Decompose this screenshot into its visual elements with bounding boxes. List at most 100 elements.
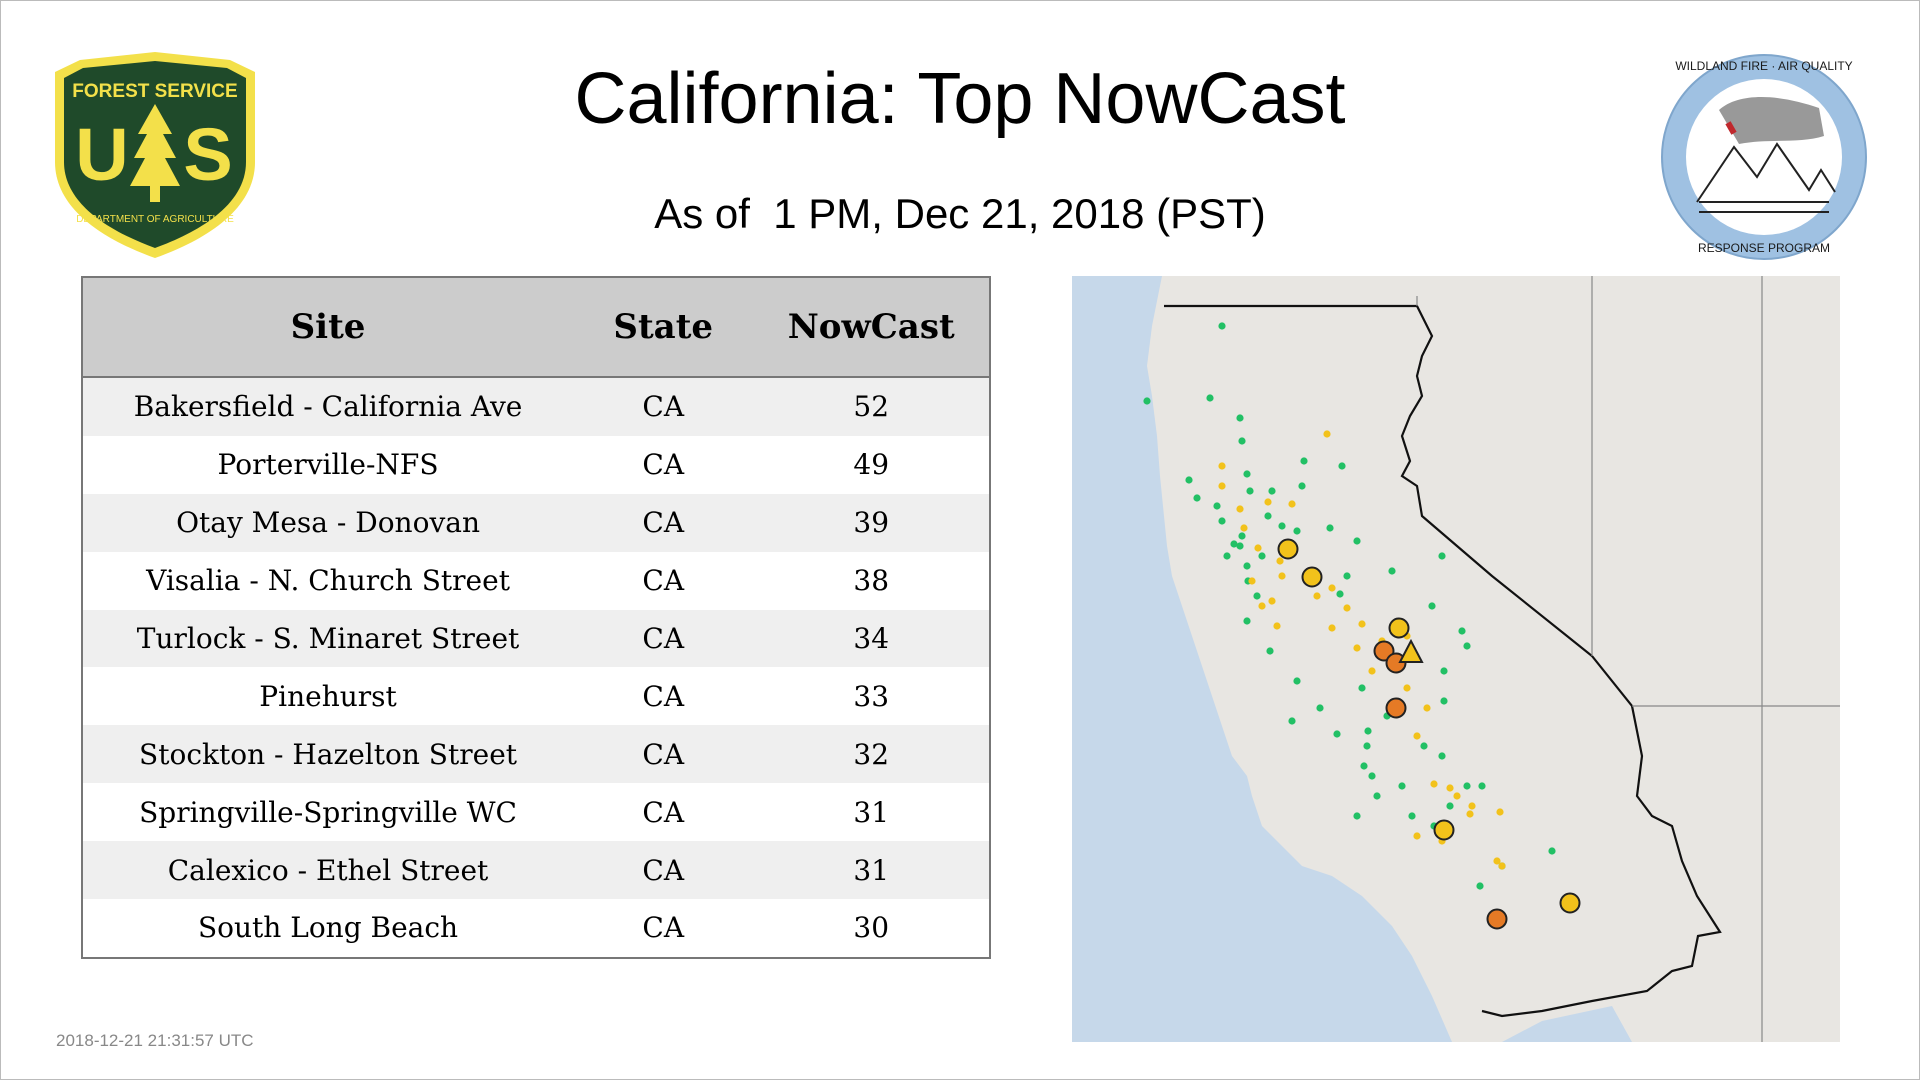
site-marker-good xyxy=(1300,457,1308,465)
table-header-row: Site State NowCast xyxy=(82,277,990,378)
site-marker-good xyxy=(1343,572,1351,580)
cell-site: Turlock - S. Minaret Street xyxy=(82,609,574,668)
site-marker-moderate xyxy=(1313,592,1321,600)
site-marker-good xyxy=(1476,882,1484,890)
site-marker-good xyxy=(1353,812,1361,820)
site-marker-moderate xyxy=(1218,462,1226,470)
forest-service-logo: FOREST SERVICE U S DEPARTMENT OF AGRICUL… xyxy=(50,52,260,260)
cell-site: Pinehurst xyxy=(82,667,574,726)
site-marker-large-usg xyxy=(1385,697,1407,719)
site-marker-moderate xyxy=(1254,544,1262,552)
site-marker-moderate xyxy=(1273,622,1281,630)
site-marker-good xyxy=(1243,470,1251,478)
cell-state: CA xyxy=(573,435,754,494)
cell-site: Otay Mesa - Donovan xyxy=(82,493,574,552)
site-marker-moderate xyxy=(1498,862,1506,870)
state-border xyxy=(1164,304,1722,1018)
site-marker-good xyxy=(1368,772,1376,780)
table-row: Pinehurst CA 33 xyxy=(82,667,990,726)
site-marker-good xyxy=(1253,592,1261,600)
site-marker-good xyxy=(1268,487,1276,495)
site-marker-good xyxy=(1428,602,1436,610)
site-marker-moderate xyxy=(1236,505,1244,513)
header-state: State xyxy=(573,277,754,378)
site-marker-good xyxy=(1193,494,1201,502)
site-marker-good xyxy=(1440,697,1448,705)
cell-state: CA xyxy=(573,377,754,436)
site-marker-moderate xyxy=(1240,524,1248,532)
cell-state: CA xyxy=(573,725,754,784)
site-marker-moderate xyxy=(1368,667,1376,675)
site-marker-good xyxy=(1548,847,1556,855)
site-marker-moderate xyxy=(1288,500,1296,508)
site-marker-moderate xyxy=(1248,577,1256,585)
site-marker-moderate xyxy=(1423,704,1431,712)
svg-text:S: S xyxy=(183,113,232,196)
site-marker-good xyxy=(1360,762,1368,770)
site-marker-moderate xyxy=(1468,802,1476,810)
site-marker-good xyxy=(1398,782,1406,790)
site-marker-good xyxy=(1333,730,1341,738)
land xyxy=(1147,276,1840,1042)
site-marker-good xyxy=(1363,742,1371,750)
site-marker-good xyxy=(1438,752,1446,760)
table-row: Turlock - S. Minaret Street CA 34 xyxy=(82,609,990,668)
cell-site: Calexico - Ethel Street xyxy=(82,841,574,900)
table-row: Otay Mesa - Donovan CA 39 xyxy=(82,493,990,552)
site-marker-good xyxy=(1206,394,1214,402)
site-marker-good xyxy=(1223,552,1231,560)
site-marker-good xyxy=(1338,462,1346,470)
site-marker-good xyxy=(1288,717,1296,725)
site-marker-moderate xyxy=(1268,597,1276,605)
site-marker-good xyxy=(1278,522,1286,530)
map-svg xyxy=(1072,276,1840,1042)
cell-state: CA xyxy=(573,667,754,726)
cell-nowcast: 38 xyxy=(753,551,990,610)
cell-nowcast: 33 xyxy=(753,667,990,726)
site-marker-good xyxy=(1230,540,1238,548)
cell-nowcast: 32 xyxy=(753,725,990,784)
site-marker-moderate xyxy=(1430,780,1438,788)
cell-state: CA xyxy=(573,783,754,842)
cell-site: Springville-Springville WC xyxy=(82,783,574,842)
site-marker-moderate xyxy=(1264,498,1272,506)
site-marker-large-moderate xyxy=(1559,892,1581,914)
logo-right-top-text: WILDLAND FIRE · AIR QUALITY xyxy=(1675,59,1852,73)
cell-nowcast: 52 xyxy=(753,377,990,436)
cell-nowcast: 30 xyxy=(753,899,990,958)
logo-left-top-text: FOREST SERVICE xyxy=(72,81,237,102)
table-row: Porterville-NFS CA 49 xyxy=(82,435,990,494)
site-marker-good xyxy=(1293,527,1301,535)
page-title: California: Top NowCast xyxy=(574,59,1346,139)
site-marker-good xyxy=(1293,677,1301,685)
site-marker-good xyxy=(1446,802,1454,810)
site-marker-large-moderate xyxy=(1433,819,1455,841)
site-marker-good xyxy=(1258,552,1266,560)
site-marker-moderate xyxy=(1328,584,1336,592)
site-marker-good xyxy=(1238,532,1246,540)
site-marker-good xyxy=(1440,667,1448,675)
cell-state: CA xyxy=(573,551,754,610)
cell-site: Stockton - Hazelton Street xyxy=(82,725,574,784)
table-row: Visalia - N. Church Street CA 38 xyxy=(82,551,990,610)
site-marker-good xyxy=(1246,487,1254,495)
site-marker-good xyxy=(1213,502,1221,510)
site-marker-good xyxy=(1238,437,1246,445)
site-marker-moderate xyxy=(1343,604,1351,612)
site-marker-good xyxy=(1218,517,1226,525)
site-marker-moderate xyxy=(1446,784,1454,792)
site-marker-good xyxy=(1364,727,1372,735)
site-marker-moderate xyxy=(1278,572,1286,580)
cell-site: Visalia - N. Church Street xyxy=(82,551,574,610)
site-marker-good xyxy=(1326,524,1334,532)
table-row: Calexico - Ethel Street CA 31 xyxy=(82,841,990,900)
site-marker-good xyxy=(1463,782,1471,790)
site-marker-good xyxy=(1236,542,1244,550)
cell-nowcast: 49 xyxy=(753,435,990,494)
wildland-fire-logo: WILDLAND FIRE · AIR QUALITY RESPONSE PRO… xyxy=(1659,52,1869,262)
site-marker-moderate xyxy=(1276,557,1284,565)
cell-site: South Long Beach xyxy=(82,899,574,958)
monitor-sites xyxy=(1143,322,1581,930)
site-marker-moderate xyxy=(1328,624,1336,632)
site-marker-moderate xyxy=(1258,602,1266,610)
